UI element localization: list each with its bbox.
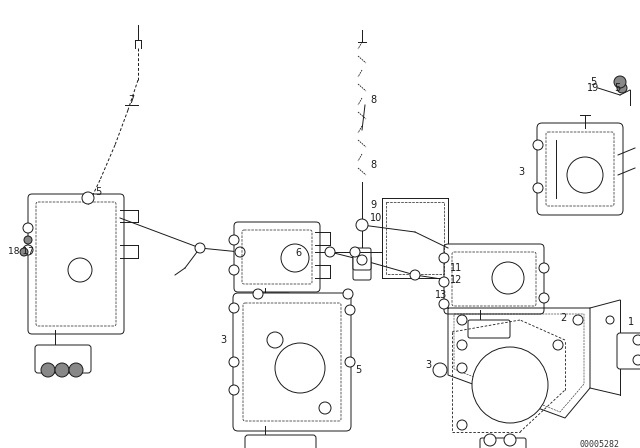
- Circle shape: [539, 263, 549, 273]
- Circle shape: [275, 343, 325, 393]
- Circle shape: [504, 434, 516, 446]
- Circle shape: [229, 357, 239, 367]
- Circle shape: [82, 192, 94, 204]
- Text: 5: 5: [355, 365, 361, 375]
- Circle shape: [484, 434, 496, 446]
- Circle shape: [439, 277, 449, 287]
- Circle shape: [229, 265, 239, 275]
- FancyBboxPatch shape: [35, 345, 91, 373]
- Text: 3: 3: [425, 360, 431, 370]
- FancyBboxPatch shape: [480, 438, 526, 448]
- Circle shape: [229, 235, 239, 245]
- Circle shape: [614, 76, 626, 88]
- Circle shape: [457, 363, 467, 373]
- Text: 1: 1: [628, 317, 634, 327]
- Circle shape: [573, 315, 583, 325]
- Circle shape: [23, 223, 33, 233]
- Circle shape: [68, 258, 92, 282]
- Text: 11: 11: [450, 263, 462, 273]
- Text: 13: 13: [435, 290, 447, 300]
- Circle shape: [533, 140, 543, 150]
- Circle shape: [457, 315, 467, 325]
- Circle shape: [410, 270, 420, 280]
- Circle shape: [345, 357, 355, 367]
- FancyBboxPatch shape: [245, 435, 316, 448]
- Text: 6: 6: [295, 248, 301, 258]
- Circle shape: [457, 340, 467, 350]
- FancyBboxPatch shape: [444, 244, 544, 314]
- Circle shape: [267, 332, 283, 348]
- Circle shape: [357, 255, 367, 265]
- Circle shape: [350, 247, 360, 257]
- Text: 19: 19: [587, 83, 599, 93]
- Circle shape: [23, 245, 33, 255]
- Circle shape: [69, 363, 83, 377]
- Circle shape: [633, 355, 640, 365]
- Circle shape: [439, 299, 449, 309]
- Circle shape: [253, 289, 263, 299]
- Text: 12: 12: [450, 275, 462, 285]
- FancyBboxPatch shape: [28, 194, 124, 334]
- Text: 3: 3: [220, 335, 226, 345]
- Circle shape: [567, 157, 603, 193]
- Circle shape: [229, 303, 239, 313]
- FancyBboxPatch shape: [468, 320, 510, 338]
- Text: 3: 3: [518, 167, 524, 177]
- FancyBboxPatch shape: [255, 293, 291, 313]
- Polygon shape: [448, 308, 590, 418]
- Text: 2: 2: [560, 313, 566, 323]
- Circle shape: [356, 219, 368, 231]
- Circle shape: [617, 83, 627, 93]
- Circle shape: [55, 363, 69, 377]
- Circle shape: [281, 244, 309, 272]
- Circle shape: [235, 247, 245, 257]
- Circle shape: [229, 385, 239, 395]
- Circle shape: [195, 243, 205, 253]
- FancyBboxPatch shape: [234, 222, 320, 292]
- Circle shape: [439, 253, 449, 263]
- FancyBboxPatch shape: [537, 123, 623, 215]
- Circle shape: [20, 248, 28, 256]
- Circle shape: [343, 289, 353, 299]
- FancyBboxPatch shape: [617, 333, 640, 369]
- FancyBboxPatch shape: [233, 293, 351, 431]
- FancyBboxPatch shape: [353, 248, 371, 270]
- Circle shape: [533, 183, 543, 193]
- Circle shape: [345, 305, 355, 315]
- Circle shape: [325, 247, 335, 257]
- Circle shape: [472, 347, 548, 423]
- Circle shape: [41, 363, 55, 377]
- Circle shape: [606, 316, 614, 324]
- Text: 00005282: 00005282: [580, 440, 620, 448]
- Text: 5: 5: [614, 83, 620, 93]
- Circle shape: [319, 402, 331, 414]
- Text: 5: 5: [95, 187, 101, 197]
- Circle shape: [553, 340, 563, 350]
- Text: 5: 5: [590, 77, 596, 87]
- Text: 10: 10: [370, 213, 382, 223]
- Circle shape: [539, 293, 549, 303]
- Text: 8: 8: [370, 160, 376, 170]
- Circle shape: [457, 420, 467, 430]
- Circle shape: [492, 262, 524, 294]
- Text: 7: 7: [128, 95, 134, 105]
- Circle shape: [433, 363, 447, 377]
- Text: 8: 8: [370, 95, 376, 105]
- Circle shape: [24, 236, 32, 244]
- Text: 18 17: 18 17: [8, 247, 34, 257]
- Text: 9: 9: [370, 200, 376, 210]
- FancyBboxPatch shape: [353, 256, 371, 280]
- Circle shape: [633, 335, 640, 345]
